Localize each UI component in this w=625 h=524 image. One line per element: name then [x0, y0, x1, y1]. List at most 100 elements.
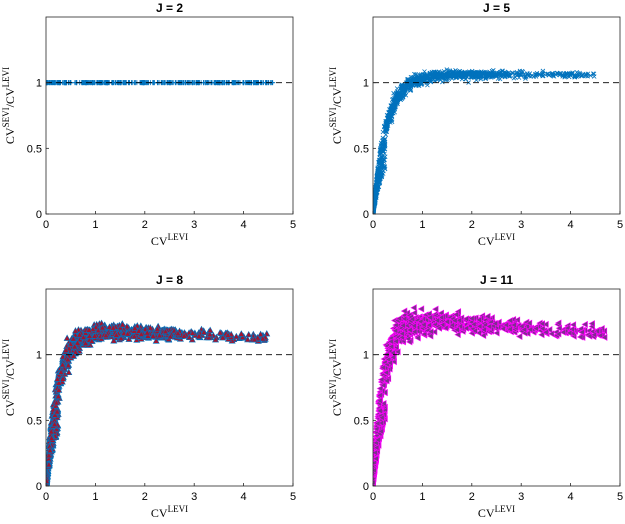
- axes-box: [372, 288, 621, 487]
- data-point: [189, 329, 197, 336]
- data-point: [53, 375, 61, 382]
- data-point: [540, 70, 546, 76]
- data-point: [377, 161, 382, 166]
- x-tick-label: 1: [92, 219, 98, 231]
- data-point: [64, 355, 72, 363]
- data-point: [70, 352, 78, 359]
- data-point: [526, 326, 533, 334]
- data-point: [116, 324, 124, 331]
- data-point: [452, 311, 459, 319]
- data-point: [89, 325, 97, 333]
- data-point: [74, 339, 82, 346]
- data-point: [506, 325, 513, 333]
- data-point: [421, 79, 426, 85]
- data-point: [72, 327, 80, 334]
- data-point: [532, 325, 539, 333]
- data-point: [421, 78, 426, 84]
- data-point: [399, 321, 406, 329]
- data-point: [373, 478, 376, 486]
- data-point: [387, 343, 395, 351]
- data-point: [578, 71, 583, 77]
- data-point: [411, 76, 417, 82]
- data-point: [254, 334, 262, 341]
- data-point: [476, 70, 481, 75]
- x-tick-label: 2: [469, 219, 475, 231]
- x-axis-label: CVLEVI: [478, 232, 515, 248]
- data-point: [427, 75, 432, 81]
- data-point: [447, 72, 453, 78]
- data-point: [374, 436, 381, 444]
- data-point: [98, 319, 106, 326]
- data-point: [506, 317, 513, 325]
- data-point: [479, 331, 487, 340]
- data-point: [438, 77, 443, 83]
- data-point: [408, 315, 416, 323]
- data-point: [573, 73, 578, 78]
- data-point: [443, 318, 450, 326]
- x-tick-label: 5: [617, 219, 623, 231]
- data-point: [510, 70, 516, 76]
- data-point: [400, 87, 406, 92]
- data-point: [112, 331, 120, 338]
- data-point: [376, 397, 383, 405]
- data-point: [398, 88, 404, 94]
- data-point: [380, 129, 386, 135]
- data-point: [195, 332, 203, 339]
- data-point: [380, 399, 387, 407]
- data-point: [419, 73, 424, 79]
- data-point: [141, 80, 147, 86]
- data-point: [379, 155, 385, 161]
- data-point: [376, 166, 381, 171]
- data-point: [117, 334, 125, 342]
- data-point: [482, 71, 488, 77]
- x-tick-label: 0: [370, 491, 376, 503]
- data-point: [59, 375, 67, 382]
- data-point: [468, 314, 475, 323]
- data-point: [400, 307, 408, 315]
- data-point: [485, 70, 491, 76]
- data-point: [394, 98, 400, 104]
- data-point: [503, 71, 509, 77]
- x-tick-label: 3: [191, 491, 197, 503]
- data-point: [398, 330, 405, 338]
- data-point: [380, 135, 386, 141]
- data-point: [376, 391, 383, 399]
- data-point: [400, 93, 406, 99]
- data-point: [382, 140, 387, 145]
- data-point: [380, 137, 386, 143]
- data-point: [180, 332, 188, 339]
- data-point: [46, 460, 53, 468]
- panel-title: J = 8: [156, 273, 183, 287]
- data-point: [538, 331, 545, 339]
- data-point: [206, 330, 214, 338]
- data-point: [448, 321, 455, 329]
- data-point: [387, 337, 394, 345]
- data-point: [486, 73, 492, 79]
- y-axis-label: CVSEVI/CVLEVI: [1, 67, 17, 144]
- data-point: [406, 76, 411, 82]
- data-point: [502, 74, 508, 80]
- data-point: [53, 399, 61, 406]
- data-point: [53, 408, 61, 415]
- data-point: [443, 75, 449, 80]
- y-tick-label: 0: [363, 481, 369, 493]
- data-point: [555, 319, 562, 327]
- data-point: [205, 333, 213, 341]
- scatter-points: [373, 67, 597, 214]
- data-point: [563, 324, 571, 332]
- data-point: [373, 466, 377, 474]
- data-point: [82, 339, 90, 346]
- data-point: [384, 355, 392, 363]
- data-point: [257, 330, 265, 337]
- data-point: [212, 336, 220, 343]
- panel-j5: J = 5 0 1 2 3 4 5 0 0.5 1 CVLEVI CVSEVI/CVLEVI: [328, 1, 623, 248]
- data-point: [390, 108, 396, 114]
- data-point: [462, 324, 470, 332]
- x-tick-label: 0: [43, 491, 49, 503]
- data-point: [555, 324, 563, 332]
- data-point: [585, 332, 593, 340]
- data-point: [435, 324, 443, 332]
- data-point: [399, 83, 405, 88]
- data-point: [72, 348, 80, 355]
- data-point: [576, 333, 584, 341]
